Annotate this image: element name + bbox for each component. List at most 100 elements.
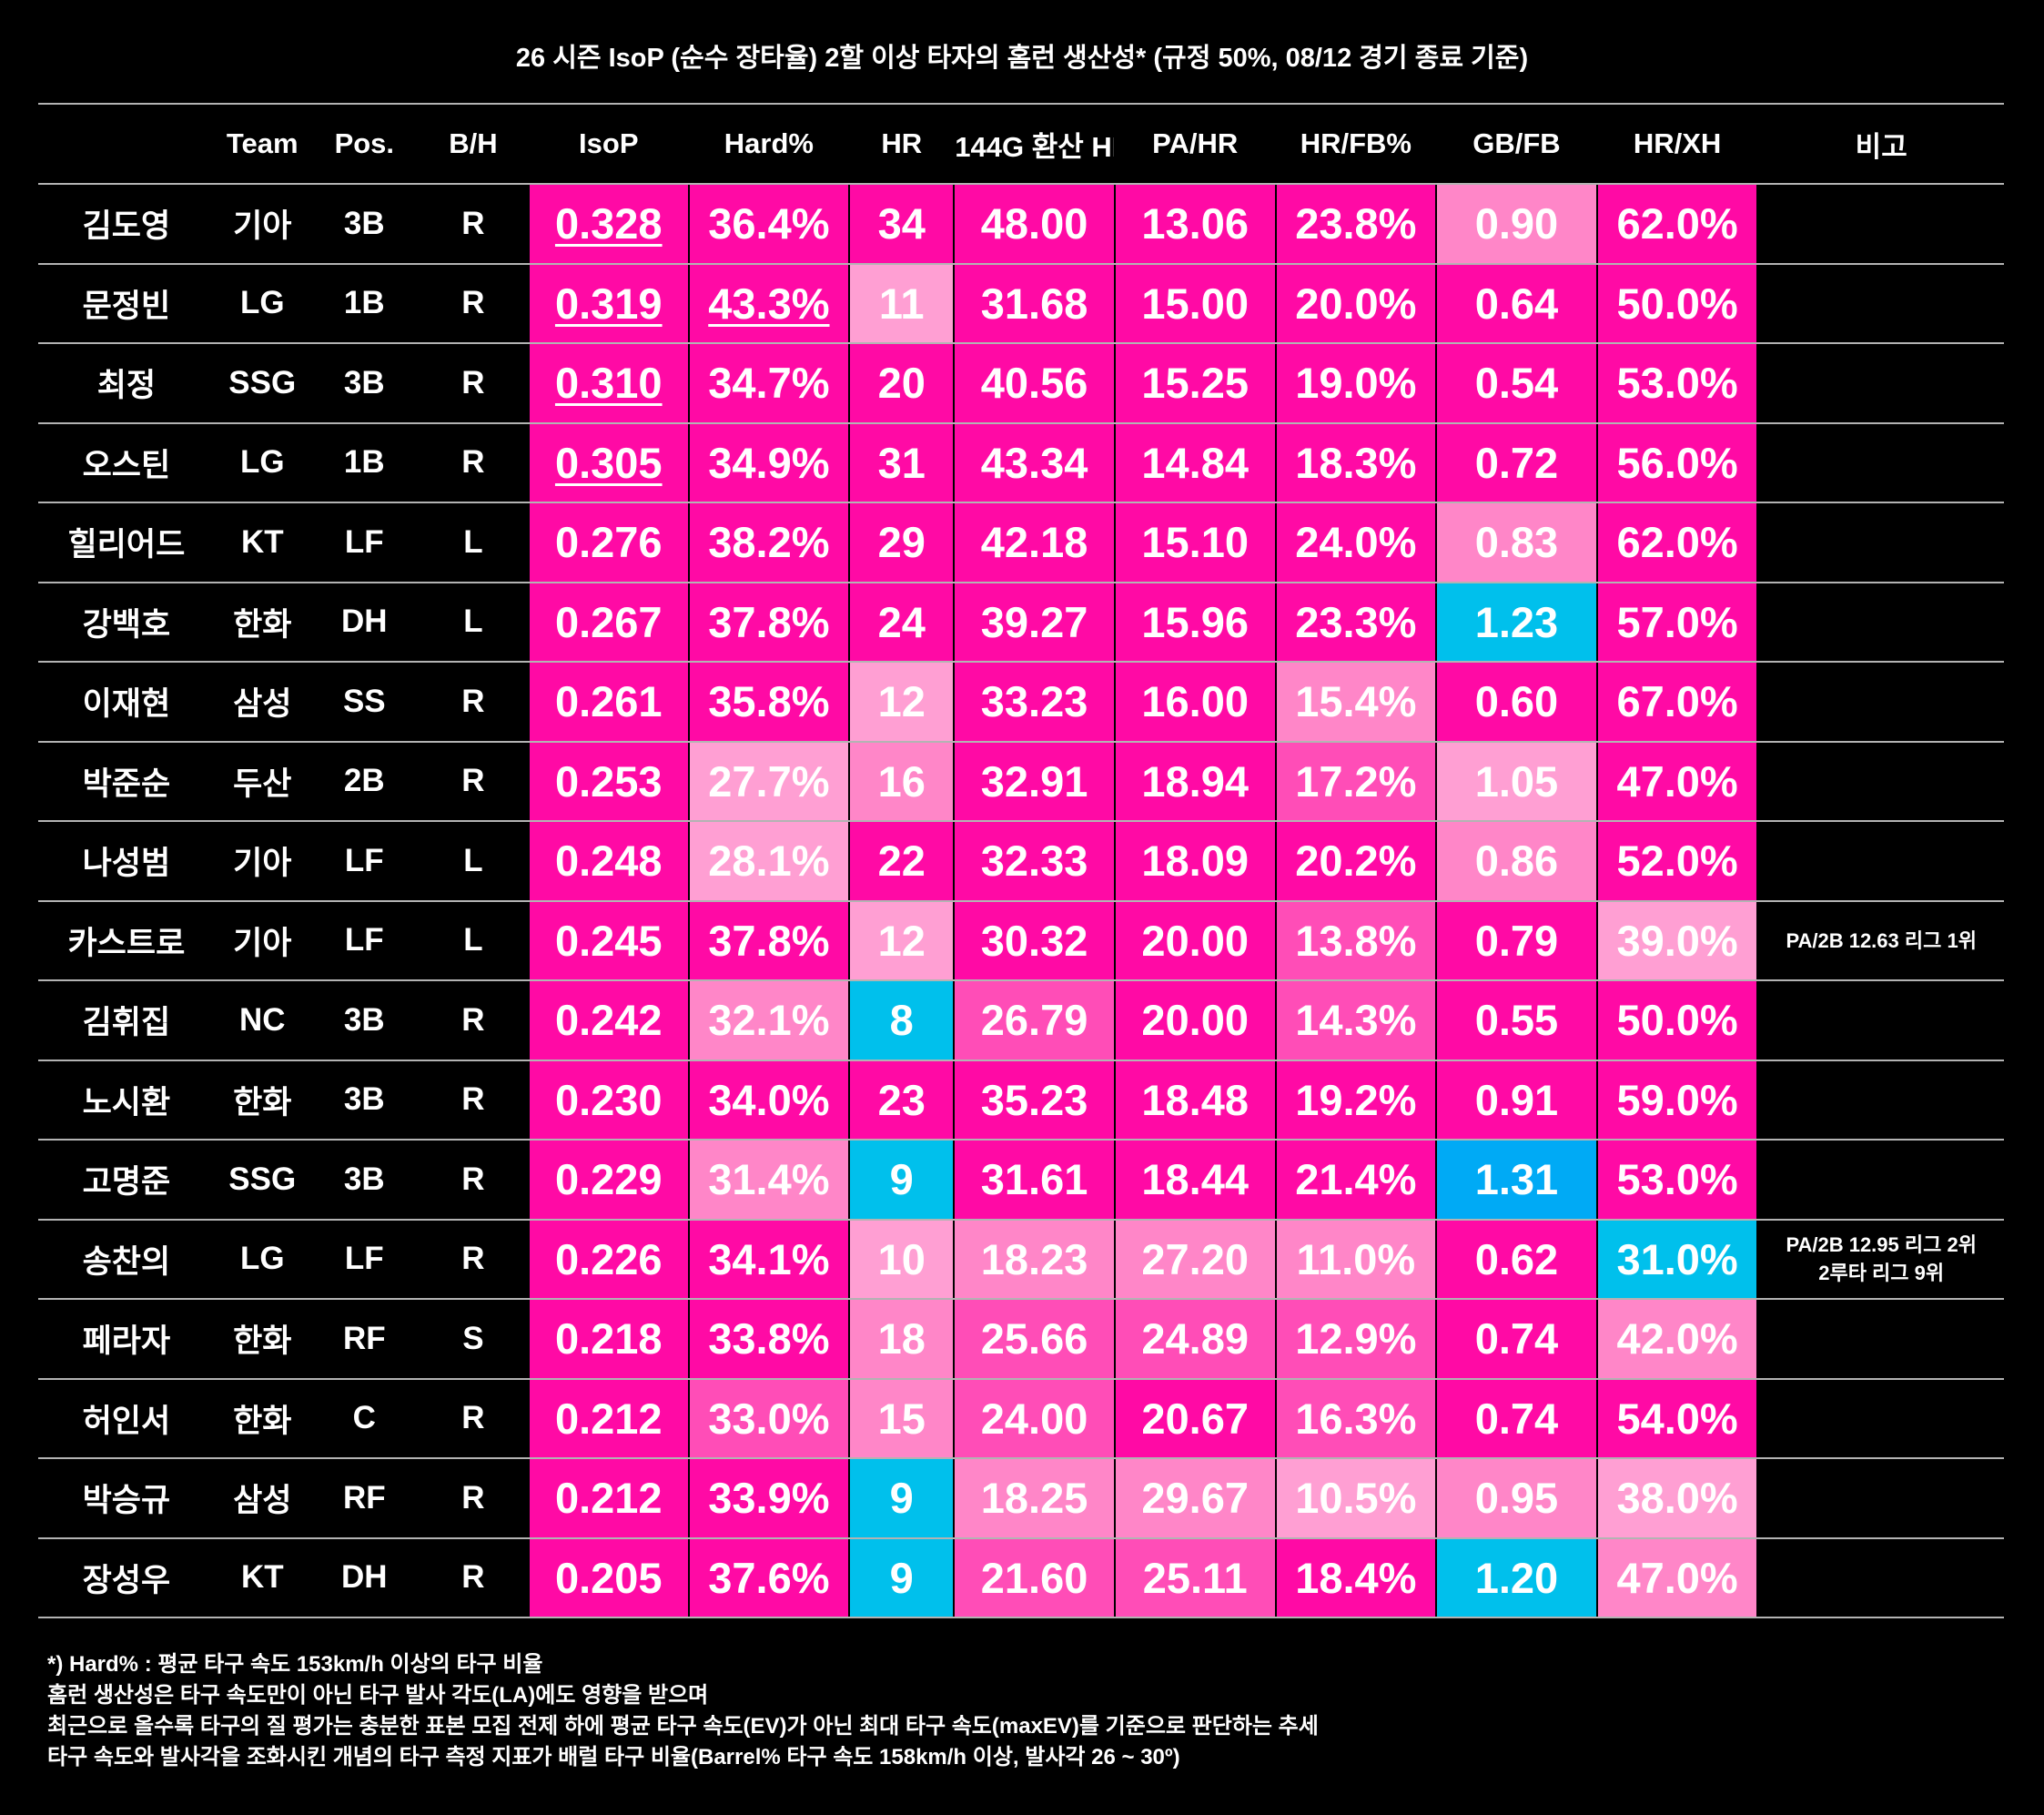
note-cell (1756, 1060, 2004, 1141)
gbfb-value: 0.83 (1474, 518, 1559, 567)
hrxh-value: 47.0% (1616, 1553, 1738, 1602)
hr144-value-cell: 21.60 (953, 1537, 1115, 1618)
note-cell: PA/2B 12.63 리그 1위 (1756, 900, 2004, 981)
hard-value: 28.1% (708, 837, 830, 886)
note-cell (1756, 1378, 2004, 1459)
pahr-value-cell: 18.94 (1113, 741, 1276, 822)
pahr-value: 18.94 (1141, 756, 1250, 806)
hrxh-value-cell: 62.0% (1595, 184, 1758, 265)
team-cell: SSG (214, 1140, 310, 1221)
gbfb-value: 0.74 (1474, 1314, 1559, 1364)
isop-value: 0.248 (554, 837, 663, 886)
pos-cell: 1B (309, 422, 419, 503)
pahr-value-cell: 15.00 (1113, 263, 1276, 344)
hr-value-cell: 23 (848, 1060, 955, 1141)
hard-value: 35.8% (708, 677, 830, 726)
hrxh-value-cell: 57.0% (1595, 582, 1758, 663)
hr-value-cell: 24 (848, 582, 955, 663)
player-name-cell: 카스트로 (38, 900, 215, 981)
pahr-value: 16.00 (1141, 677, 1250, 726)
hr-value-cell: 34 (848, 184, 955, 265)
pahr-value-cell: 16.00 (1113, 662, 1276, 743)
gbfb-value: 1.23 (1474, 597, 1559, 646)
hrxh-value-cell: 54.0% (1595, 1378, 1758, 1459)
hr-value: 22 (877, 837, 926, 886)
isop-value: 0.218 (554, 1314, 663, 1364)
table-row: 나성범 기아 LF L 0.248 28.1% 22 32.33 18.09 20.2% 0.86 5… (38, 821, 2004, 902)
hrfb-value-cell: 14.3% (1274, 980, 1437, 1061)
pahr-value-cell: 18.44 (1113, 1140, 1276, 1221)
isop-value: 0.205 (554, 1553, 663, 1602)
gbfb-value: 0.64 (1474, 279, 1559, 328)
hr-value: 34 (877, 199, 926, 248)
pahr-value: 20.00 (1141, 996, 1250, 1045)
gbfb-value-cell: 0.95 (1435, 1458, 1597, 1539)
player-name-cell: 박승규 (38, 1458, 215, 1539)
pos-cell: 3B (309, 343, 419, 424)
hrxh-value: 57.0% (1616, 597, 1738, 646)
hr144-value: 30.32 (980, 916, 1088, 965)
hard-value-cell: 36.4% (687, 184, 850, 265)
hrfb-value: 20.0% (1295, 279, 1417, 328)
hard-value-cell: 34.7% (687, 343, 850, 424)
hrfb-value-cell: 19.2% (1274, 1060, 1437, 1141)
pos-cell: 1B (309, 263, 419, 344)
gbfb-value-cell: 0.60 (1435, 662, 1597, 743)
isop-value-cell: 0.310 (527, 343, 689, 424)
hrfb-value-cell: 23.8% (1274, 184, 1437, 265)
pahr-value-cell: 18.09 (1113, 821, 1276, 902)
gbfb-value-cell: 1.23 (1435, 582, 1597, 663)
table-row: 허인서 한화 C R 0.212 33.0% 15 24.00 20.67 16.3% 0.74 54… (38, 1378, 2004, 1459)
player-name-cell: 오스틴 (38, 422, 215, 503)
hr-value-cell: 31 (848, 422, 955, 503)
hr-value-cell: 8 (848, 980, 955, 1061)
pos-cell: 3B (309, 1140, 419, 1221)
hrxh-value-cell: 31.0% (1595, 1219, 1758, 1300)
pahr-value-cell: 14.84 (1113, 422, 1276, 503)
hard-value-cell: 28.1% (687, 821, 850, 902)
hard-value-cell: 37.6% (687, 1537, 850, 1618)
note-cell (1756, 184, 2004, 265)
bh-cell: R (418, 1537, 529, 1618)
header-row: Team Pos. B/H IsoP Hard% HR 144G 환산 HR P… (38, 103, 2004, 185)
hard-value-cell: 34.1% (687, 1219, 850, 1300)
hr144-value-cell: 39.27 (953, 582, 1115, 663)
footnote: *) Hard% : 평균 타구 속도 153km/h 이상의 타구 비율 홈런… (47, 1649, 1319, 1773)
team-cell: 한화 (214, 1299, 310, 1380)
isop-value: 0.310 (554, 359, 663, 408)
hr144-value-cell: 31.61 (953, 1140, 1115, 1221)
pahr-value: 15.96 (1141, 597, 1250, 646)
bh-cell: R (418, 1060, 529, 1141)
hr-value: 31 (877, 438, 926, 487)
hrxh-value: 50.0% (1616, 996, 1738, 1045)
note-cell (1756, 1140, 2004, 1221)
hrxh-value: 50.0% (1616, 279, 1738, 328)
hrfb-value: 14.3% (1295, 996, 1417, 1045)
pos-cell: 2B (309, 741, 419, 822)
pahr-value: 29.67 (1141, 1474, 1250, 1523)
table-row: 송찬의 LG LF R 0.226 34.1% 10 18.23 27.20 11.0% 0.62 3… (38, 1219, 2004, 1300)
table-row: 이재현 삼성 SS R 0.261 35.8% 12 33.23 16.00 15.4% 0.60 6… (38, 662, 2004, 743)
column-header: IsoP (527, 103, 689, 185)
hrfb-value: 10.5% (1295, 1474, 1417, 1523)
footnote-line: 타구 속도와 발사각을 조화시킨 개념의 타구 측정 지표가 배럴 타구 비율(… (47, 1745, 1180, 1769)
hrfb-value-cell: 24.0% (1274, 502, 1437, 583)
hrfb-value: 20.2% (1295, 837, 1417, 886)
hrfb-value-cell: 12.9% (1274, 1299, 1437, 1380)
hard-value-cell: 32.1% (687, 980, 850, 1061)
footnote-line: 최근으로 올수록 타구의 질 평가는 충분한 표본 모집 전제 하에 평균 타구… (47, 1714, 1319, 1739)
hard-value: 37.6% (708, 1553, 830, 1602)
hr-value-cell: 20 (848, 343, 955, 424)
pos-cell: DH (309, 582, 419, 663)
hr144-value-cell: 18.23 (953, 1219, 1115, 1300)
hard-value: 36.4% (708, 199, 830, 248)
hr-value: 29 (877, 518, 926, 567)
team-cell: 한화 (214, 1060, 310, 1141)
team-cell: 한화 (214, 582, 310, 663)
hr-value-cell: 18 (848, 1299, 955, 1380)
gbfb-value-cell: 0.54 (1435, 343, 1597, 424)
hrxh-value-cell: 62.0% (1595, 502, 1758, 583)
pahr-value-cell: 20.67 (1113, 1378, 1276, 1459)
hr144-value: 48.00 (980, 199, 1088, 248)
hr144-value: 31.61 (980, 1155, 1088, 1204)
